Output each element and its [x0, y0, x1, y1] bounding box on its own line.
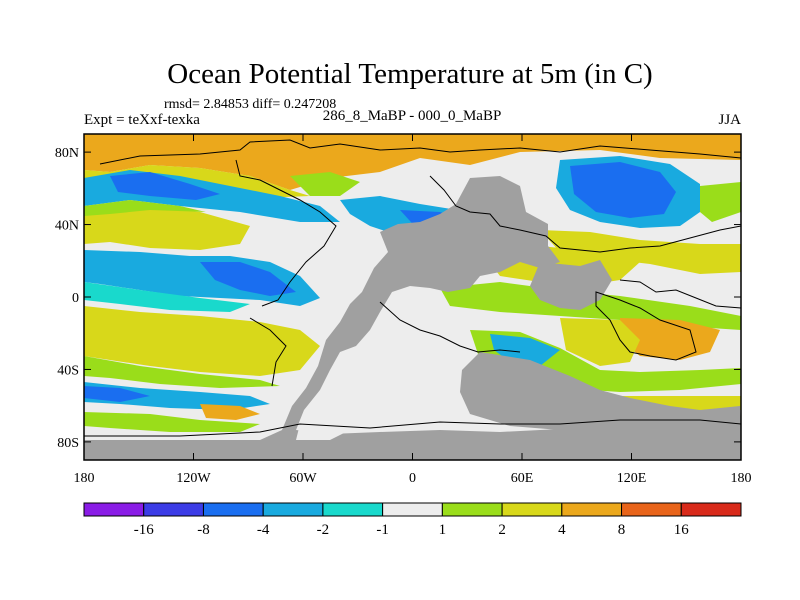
south-pacific-warm-band: [84, 306, 320, 376]
figure-title: Ocean Potential Temperature at 5m (in C): [167, 58, 652, 90]
x-tick-label: 0: [409, 471, 416, 486]
x-tick-label: 120E: [617, 471, 647, 486]
pacific-warm-band: [84, 206, 250, 250]
colorbar-label: 1: [439, 522, 447, 538]
pacific-green-ring: [84, 200, 206, 216]
colorbar-label: -2: [317, 522, 330, 538]
colorbar-swatch: [262, 502, 324, 517]
colorbar-swatch: [83, 502, 145, 517]
colorbar-label: -16: [134, 522, 154, 538]
x-tick-label: 60E: [511, 471, 534, 486]
colorbar-label: 16: [674, 522, 690, 538]
colorbar-swatch: [680, 502, 742, 517]
x-tick-label: 180: [74, 471, 95, 486]
colorbar-labels: -16 -8 -4 -2 -1 1 2 4 8 16: [134, 522, 690, 538]
y-tick-label: 80N: [55, 146, 79, 161]
colorbar-label: -8: [197, 522, 210, 538]
x-tick-label: 120W: [176, 471, 211, 486]
southeast-landmass: [460, 352, 741, 432]
colorbar-swatch: [382, 502, 443, 517]
colorbar-label: -1: [376, 522, 389, 538]
colorbar-label: 8: [618, 522, 626, 538]
colorbar-swatch: [441, 502, 503, 517]
east-warm-band: [540, 230, 741, 274]
east-green-band: [700, 182, 741, 222]
colorbar-label: -4: [257, 522, 270, 538]
map-plot: [84, 134, 741, 460]
colorbar-swatch: [143, 502, 204, 517]
land-masses: [84, 176, 741, 460]
tropical-pacific-core: [200, 262, 296, 296]
y-tick-label: 40N: [55, 219, 79, 234]
colorbar-swatch: [561, 502, 623, 517]
arctic-warm-band: [84, 134, 741, 190]
colorbar-swatch: [501, 502, 563, 517]
latitude-axis: 80N 40N 0 40S 80S: [55, 146, 741, 451]
south-pacific-green-band: [84, 356, 280, 388]
colorbar-swatch: [621, 502, 682, 517]
y-tick-label: 40S: [57, 363, 79, 378]
y-tick-label: 0: [72, 291, 79, 306]
antarctic-white-patch: [296, 418, 350, 440]
east-landmass: [530, 260, 612, 310]
colorbar-swatch: [202, 502, 264, 517]
southern-ocean-cold-band: [84, 382, 270, 410]
x-tick-label: 60W: [289, 471, 317, 486]
north-pacific-core-blob: [110, 172, 220, 200]
x-tick-label: 180: [731, 471, 752, 486]
experiment-label: Expt = teXxf-texka: [84, 112, 200, 128]
indian-yellow-patch: [560, 318, 640, 366]
y-tick-label: 80S: [57, 436, 79, 451]
southern-ocean-warm-patch: [200, 404, 260, 420]
tethys-green-band: [440, 282, 741, 330]
season-label: JJA: [718, 112, 741, 128]
colorbar: [83, 502, 742, 517]
north-pacific-green-patch: [290, 172, 360, 196]
coastlines: [84, 139, 741, 437]
siberian-core-blob: [570, 162, 676, 218]
colorbar-label: 4: [558, 522, 566, 538]
colorbar-swatch: [322, 502, 384, 517]
longitude-axis: 180 120W 60W 0 60E 120E 180: [74, 134, 752, 486]
comparison-label: 286_8_MaBP - 000_0_MaBP: [323, 108, 502, 124]
southern-ocean-green-band: [84, 412, 260, 432]
southern-ocean-core: [84, 386, 150, 402]
stats-line: rmsd= 2.84853 diff= 0.247208: [164, 97, 336, 112]
tropical-pacific-cyan: [84, 282, 250, 312]
colorbar-label: 2: [498, 522, 506, 538]
